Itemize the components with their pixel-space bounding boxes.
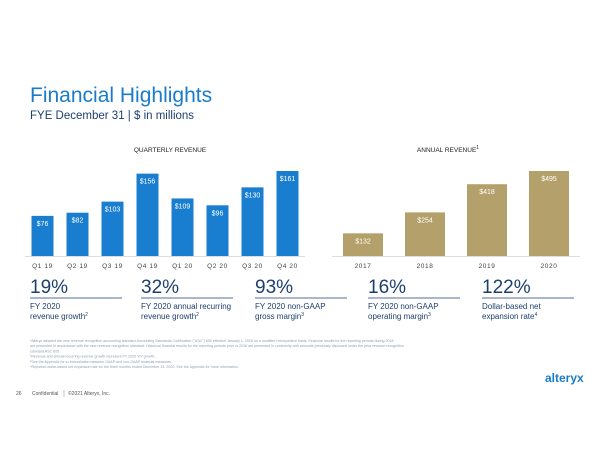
slide-title: Financial Highlights bbox=[30, 84, 212, 107]
footnote: ⁴Reported dollar-based net expansion rat… bbox=[30, 365, 239, 369]
bar bbox=[405, 212, 445, 256]
kpi-label-text: operating margin bbox=[368, 312, 428, 321]
kpi-label-text: FY 2020 non-GAAP bbox=[368, 302, 439, 311]
x-tick-label: Q3 20 bbox=[242, 263, 263, 270]
kpi-label: FY 2020 non-GAAP bbox=[255, 302, 326, 311]
slide-subtitle: FYE December 31 | $ in millions bbox=[30, 110, 194, 122]
kpi-value: 122% bbox=[482, 277, 531, 298]
bar bbox=[101, 201, 124, 256]
x-tick-label: 2020 bbox=[541, 263, 558, 270]
footnote: ³See the Appendix for a reconciliation b… bbox=[30, 360, 172, 364]
bar bbox=[171, 198, 194, 256]
x-tick-label: Q4 20 bbox=[277, 263, 298, 270]
value-label: $161 bbox=[280, 176, 296, 183]
kpi-label-text: FY 2020 bbox=[30, 302, 61, 311]
value-label: $130 bbox=[245, 192, 261, 199]
bar bbox=[343, 233, 383, 256]
chart-title-text: ANNUAL REVENUE bbox=[417, 147, 477, 154]
value-label: $109 bbox=[175, 203, 191, 210]
bar bbox=[529, 171, 569, 256]
kpi-label: FY 2020 non-GAAP bbox=[368, 302, 439, 311]
kpi-label-text: FY 2020 annual recurring bbox=[141, 302, 231, 311]
x-tick-label: Q3 19 bbox=[102, 263, 123, 270]
superscript: 2 bbox=[85, 312, 88, 318]
kpi-label-text: Dollar-based net bbox=[482, 302, 541, 311]
bar bbox=[136, 173, 159, 256]
kpi-value: 32% bbox=[141, 277, 179, 298]
x-tick-label: Q1 19 bbox=[32, 263, 53, 270]
confidential: Confidential bbox=[32, 391, 58, 397]
bar bbox=[276, 171, 299, 256]
kpi-value: 16% bbox=[368, 277, 406, 298]
x-tick-label: 2019 bbox=[479, 263, 496, 270]
value-label: $156 bbox=[140, 179, 156, 186]
kpi-label: expansion rate4 bbox=[482, 312, 537, 321]
value-label: $254 bbox=[417, 217, 433, 224]
superscript: 1 bbox=[476, 145, 479, 151]
footnote: standard ASC 605. bbox=[30, 349, 60, 353]
value-label: $418 bbox=[479, 189, 495, 196]
bar bbox=[66, 212, 89, 256]
superscript: 3 bbox=[301, 312, 304, 318]
kpi-label-text: gross margin bbox=[255, 312, 301, 321]
chart-title: ANNUAL REVENUE1 bbox=[417, 145, 479, 154]
bar bbox=[206, 205, 229, 256]
kpi-label-text: FY 2020 non-GAAP bbox=[255, 302, 326, 311]
kpi-label: FY 2020 annual recurring bbox=[141, 302, 231, 311]
kpi-label-text: expansion rate bbox=[482, 312, 535, 321]
x-tick-label: Q4 19 bbox=[137, 263, 158, 270]
page-number: 26 bbox=[16, 391, 22, 397]
superscript: 3 bbox=[428, 312, 431, 318]
kpi-label: FY 2020 bbox=[30, 302, 61, 311]
value-label: $76 bbox=[37, 221, 49, 228]
kpi-label-text: revenue growth bbox=[141, 312, 196, 321]
value-label: $495 bbox=[541, 176, 557, 183]
logo: alteryx bbox=[545, 371, 584, 385]
x-tick-label: Q1 20 bbox=[172, 263, 193, 270]
kpi-label: Dollar-based net bbox=[482, 302, 541, 311]
chart-title: QUARTERLY REVENUE bbox=[134, 147, 207, 154]
x-tick-label: 2018 bbox=[417, 263, 434, 270]
kpi-label-text: revenue growth bbox=[30, 312, 85, 321]
footnote: ¹Alteryx adopted the new revenue recogni… bbox=[30, 339, 393, 343]
kpi-value: 19% bbox=[30, 277, 68, 298]
copyright: ©2021 Alteryx, Inc. bbox=[68, 390, 110, 397]
kpi-label: revenue growth2 bbox=[30, 312, 88, 321]
bar bbox=[241, 187, 264, 256]
kpi-value: 93% bbox=[255, 277, 293, 298]
superscript: 2 bbox=[196, 312, 199, 318]
bar bbox=[467, 184, 507, 256]
x-tick-label: 2017 bbox=[355, 263, 372, 270]
footnote: ²Revenue and annual recurring revenue gr… bbox=[30, 355, 155, 359]
value-label: $96 bbox=[212, 210, 224, 217]
superscript: 4 bbox=[534, 312, 537, 318]
value-label: $132 bbox=[355, 238, 371, 245]
footnote: are presented in accordance with the new… bbox=[30, 344, 404, 348]
x-tick-label: Q2 20 bbox=[207, 263, 228, 270]
kpi-label: operating margin3 bbox=[368, 312, 431, 321]
value-label: $82 bbox=[72, 218, 84, 225]
chart-title-text: QUARTERLY REVENUE bbox=[134, 147, 207, 154]
value-label: $103 bbox=[105, 207, 121, 214]
kpi-label: revenue growth2 bbox=[141, 312, 199, 321]
kpi-label: gross margin3 bbox=[255, 312, 304, 321]
bar bbox=[31, 215, 54, 256]
x-tick-label: Q2 19 bbox=[67, 263, 88, 270]
